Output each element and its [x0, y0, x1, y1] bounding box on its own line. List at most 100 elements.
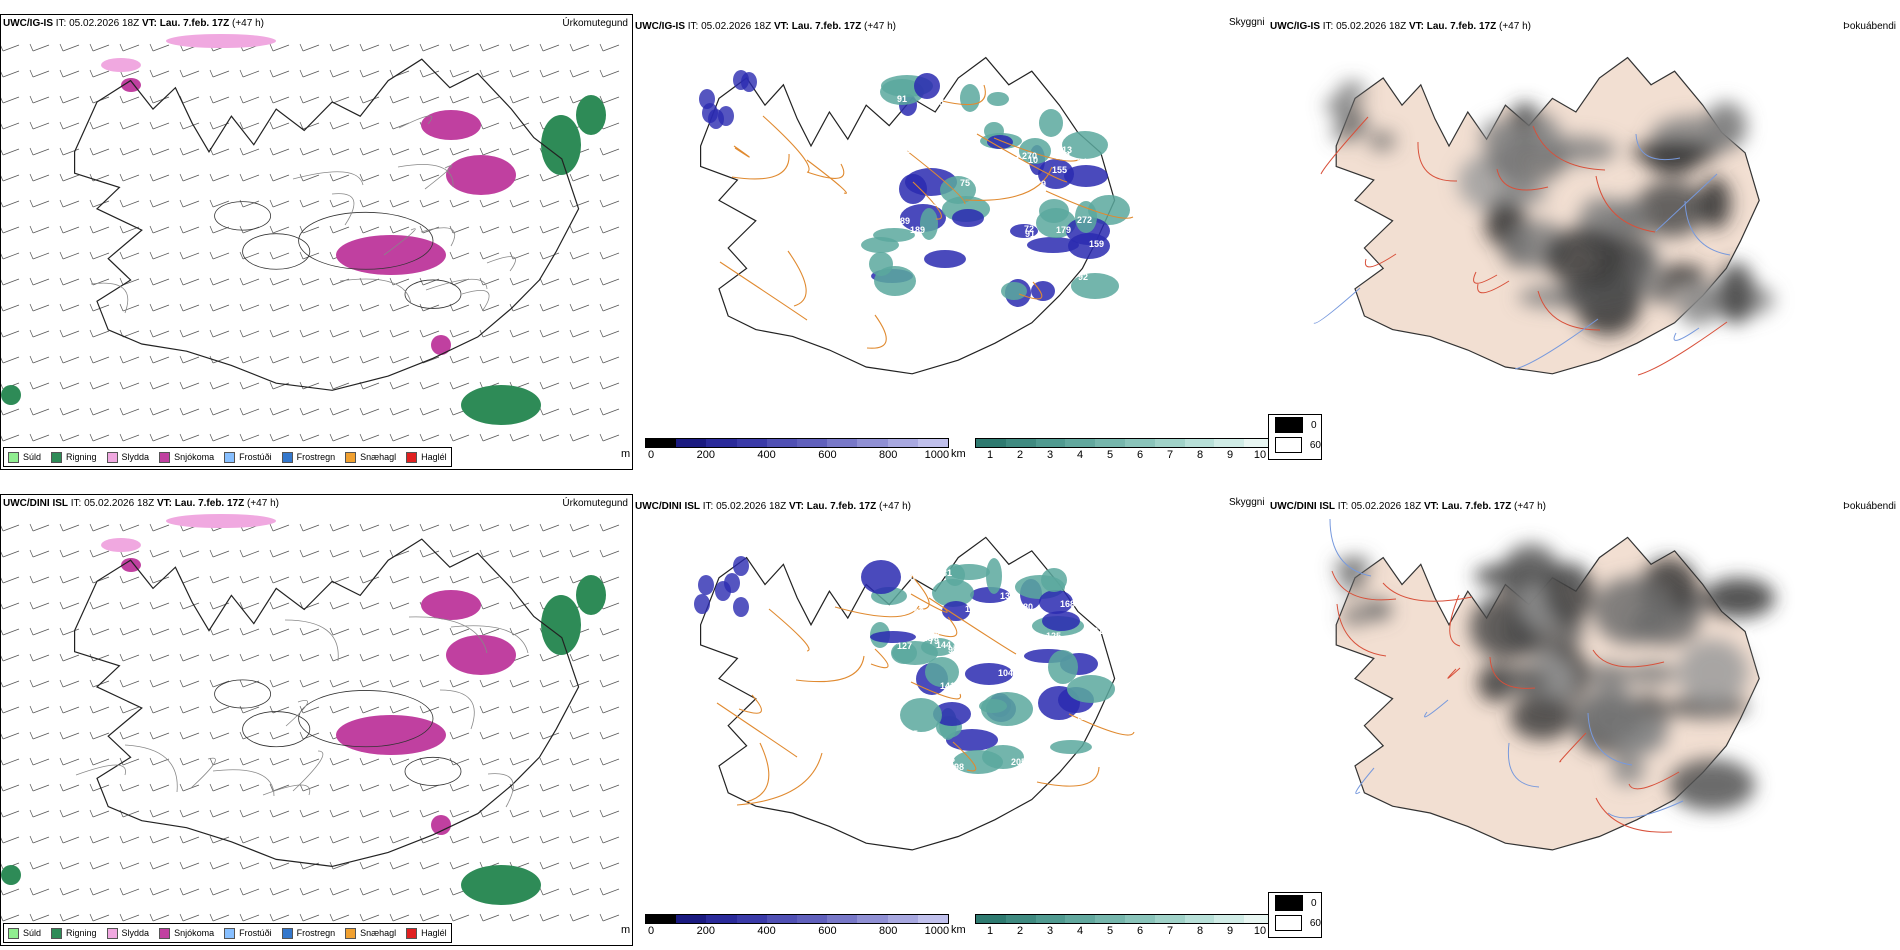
- glacier-outline: [298, 211, 434, 270]
- precip-patch: [421, 110, 481, 140]
- visibility-field: [982, 745, 1024, 769]
- colorbar-cell: [917, 915, 949, 923]
- fog-blob: [1544, 227, 1628, 287]
- ceiling-value-label: 125: [1046, 631, 1061, 641]
- colorbar-cell: [1154, 439, 1185, 447]
- road: [212, 769, 275, 797]
- colorbar-cell: [1124, 915, 1155, 923]
- precip-patch: [421, 590, 481, 620]
- legend-label: Súld: [23, 928, 42, 938]
- legend-item: Frostregn: [281, 927, 335, 939]
- legend-item: Snjókoma: [159, 927, 214, 939]
- colorbar-tick: 7: [1166, 449, 1174, 461]
- ceiling-cloud-fields: [694, 556, 1115, 774]
- colorbar-tick: 10: [1253, 449, 1267, 461]
- ceiling-field: [1042, 611, 1080, 631]
- colorbar-tick: 1: [986, 449, 994, 461]
- legend-item: Rigning: [51, 927, 97, 939]
- panel-title: UWC/IG-IS IT: 05.02.2026 18Z VT: Lau. 7.…: [1270, 21, 1531, 32]
- visibility-field: [981, 692, 1033, 726]
- river: [1607, 800, 1684, 819]
- colorbar-cell: [887, 439, 918, 447]
- road: [1417, 141, 1458, 182]
- river: [1514, 318, 1599, 370]
- ceiling-value-label: 90: [917, 125, 927, 135]
- visibility-colorbar: km 1 2 3 4 5 6 7 8 9 10: [951, 914, 1275, 942]
- ceiling-value-label: 248: [1080, 93, 1095, 103]
- road: [795, 655, 865, 683]
- cloud-legend-swatch: [1275, 915, 1302, 931]
- ceiling-value-label: 180: [1021, 661, 1036, 671]
- road: [262, 784, 311, 796]
- visibility-field: [925, 657, 959, 687]
- ceiling-field: [699, 89, 715, 109]
- precip-patch: [431, 335, 451, 355]
- legend-label: Rigning: [66, 928, 97, 938]
- precip-patch: [166, 34, 276, 48]
- road: [733, 145, 750, 158]
- ceiling-value-label: 101: [964, 653, 979, 663]
- cloud-legend-label: 60: [1309, 439, 1321, 451]
- road: [719, 261, 808, 321]
- precip-panel-top: UWC/IG-IS IT: 05.02.2026 18Z VT: Lau. 7.…: [0, 14, 633, 470]
- fog-blob: [1341, 606, 1369, 626]
- ceiling-colorbar: m 0 200 400 600 800 1000: [621, 438, 949, 466]
- precip-patch: [461, 865, 541, 905]
- fog-blob: [1368, 131, 1396, 151]
- legend-swatch: [106, 451, 118, 463]
- ceiling-value-label: 80: [1023, 602, 1033, 612]
- ceiling-value-label: 18: [934, 97, 944, 107]
- visibility-field: [920, 208, 938, 240]
- colorbar-cell: [827, 439, 858, 447]
- ceiling-value-label: 154: [1043, 724, 1058, 734]
- legend-label: Haglél: [421, 928, 447, 938]
- road: [912, 181, 942, 220]
- road: [906, 150, 966, 205]
- precip-patch: [576, 575, 606, 615]
- legend-label: Frostregn: [296, 452, 336, 462]
- river: [1635, 133, 1681, 161]
- ceiling-value-label: 198: [949, 762, 964, 772]
- ceiling-field: [899, 174, 927, 204]
- visibility-field: [1001, 282, 1027, 300]
- road: [716, 702, 798, 758]
- legend-swatch: [224, 927, 236, 939]
- param-label: Þokuábendi: [1843, 21, 1896, 32]
- param-label: Úrkomutegund: [562, 18, 628, 29]
- fog-blob: [1338, 81, 1366, 101]
- legend-item: Slydda: [106, 451, 149, 463]
- ceiling-value-label: 205: [1011, 757, 1026, 767]
- colorbar-cell: [797, 439, 828, 447]
- precip-patch: [101, 538, 141, 552]
- road: [1473, 271, 1498, 284]
- ceiling-value-label: 65: [908, 729, 918, 739]
- visibility-field: [891, 642, 917, 664]
- road: [1447, 667, 1461, 679]
- colorbar-cell: [1184, 439, 1215, 447]
- iceland-outline: [73, 538, 580, 868]
- legend-label: Snæhagl: [360, 928, 397, 938]
- road: [487, 773, 514, 808]
- colorbar-cell: [1124, 439, 1155, 447]
- ceiling-value-label: 119: [1004, 213, 1019, 223]
- ceiling-value-label: 65: [895, 164, 905, 174]
- road: [190, 757, 216, 789]
- colorbar-strip: [975, 914, 1275, 924]
- precip-patch: [446, 635, 516, 675]
- ceiling-value-label: 13: [979, 638, 989, 648]
- colorbar-cell: [1095, 915, 1125, 923]
- visibility-field: [986, 558, 1002, 594]
- fog-blob: [1676, 282, 1720, 326]
- ceiling-value-label: 75: [1028, 738, 1038, 748]
- cloud-legend-swatch: [1275, 437, 1302, 453]
- road: [1595, 175, 1656, 233]
- ceiling-value-label: 78: [920, 127, 930, 137]
- road: [90, 282, 129, 314]
- visibility-field: [932, 579, 974, 607]
- colorbar-strip: [975, 438, 1275, 448]
- precip-patch: [121, 558, 141, 572]
- colorbar-cell: [646, 439, 677, 447]
- ceiling-panel-bottom: 75 81 13 101 90 130 173 111 180 80 83 110 12 79 123 104…: [621, 494, 1275, 946]
- precip-panel-bottom: UWC/DINI ISL IT: 05.02.2026 18Z VT: Lau.…: [0, 494, 633, 946]
